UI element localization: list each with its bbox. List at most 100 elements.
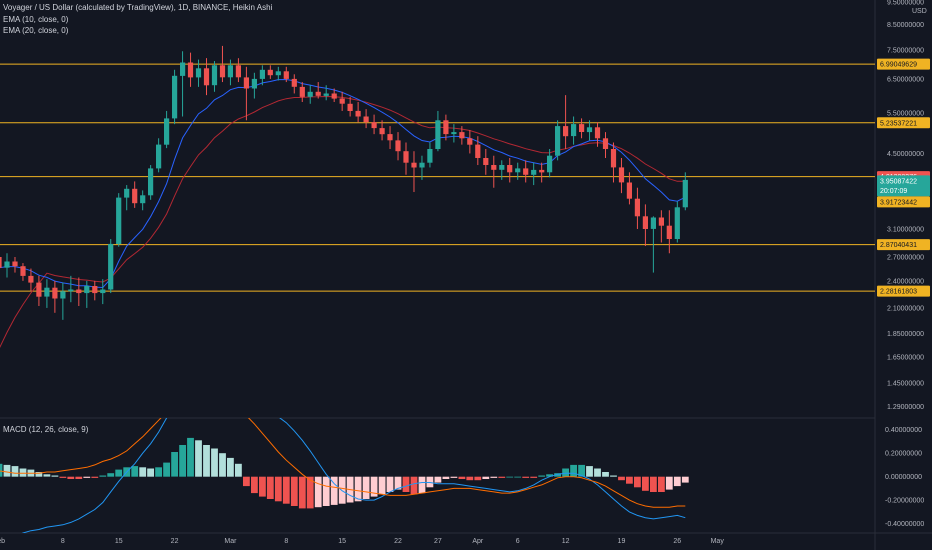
price-tick-label: 7.50000000	[887, 47, 924, 54]
macd-legend: MACD (12, 26, close, 9)	[3, 425, 89, 434]
macd-histogram-bar	[354, 476, 362, 502]
macd-histogram-bar	[626, 476, 633, 484]
macd-histogram-bar	[610, 475, 617, 477]
macd-histogram-bar	[203, 445, 210, 477]
candle-body	[68, 289, 74, 292]
candle-body	[499, 165, 505, 170]
macd-histogram-bar	[314, 476, 322, 508]
candle-body	[610, 149, 617, 168]
macd-lines	[0, 418, 686, 533]
macd-histogram-bar	[570, 464, 577, 477]
candle-body	[291, 78, 297, 87]
candle-body	[219, 65, 226, 78]
macd-histogram-bar	[602, 472, 609, 477]
macd-histogram-bar	[466, 476, 474, 481]
time-tick-label: 8	[284, 538, 288, 545]
signal-line	[0, 418, 686, 508]
candle-body	[124, 188, 130, 198]
macd-tick-label: -0.40000000	[885, 521, 924, 528]
candle-body	[140, 195, 146, 204]
macd-histogram-bar	[434, 476, 442, 483]
candle-body	[148, 168, 154, 196]
candle-body	[164, 118, 170, 145]
candle-body	[20, 266, 26, 276]
candle-body	[674, 207, 680, 239]
candle-body	[539, 169, 545, 173]
macd-histogram-bar	[67, 476, 75, 479]
macd-histogram-bar	[19, 468, 27, 477]
candle-body	[92, 286, 98, 294]
macd-histogram-bar	[59, 476, 67, 478]
macd-histogram-bar	[362, 476, 370, 499]
candle-body	[379, 128, 385, 135]
macd-histogram-bar	[163, 462, 170, 477]
price-tick-label: 2.10000000	[887, 305, 924, 312]
candle-body	[116, 197, 122, 244]
macd-histogram-bar	[562, 468, 569, 477]
macd-histogram-bar	[227, 457, 234, 477]
candle-body	[203, 68, 210, 86]
macd-histogram-bar	[243, 476, 250, 487]
macd-histogram-bar	[410, 476, 418, 495]
time-tick-label: 22	[171, 538, 179, 545]
candle-body	[235, 65, 241, 78]
macd-histogram-bar	[642, 476, 649, 491]
macd-histogram-bar	[665, 476, 673, 490]
candle-body	[475, 144, 481, 158]
candle-body	[491, 165, 497, 170]
macd-histogram-bar	[370, 476, 378, 497]
price-tick-label: 9.50000000	[887, 0, 924, 7]
candle-body	[563, 126, 569, 137]
macd-line	[21, 418, 686, 533]
candle-body	[682, 179, 688, 208]
candle-body	[100, 289, 106, 294]
candle-body	[586, 127, 593, 133]
macd-histogram-bar	[3, 464, 11, 477]
macd-histogram-bar	[594, 468, 601, 477]
macd-histogram-bar	[530, 476, 538, 478]
candle-body	[419, 162, 425, 168]
time-tick-label: Mar	[224, 538, 237, 545]
macd-histogram-bar	[266, 476, 274, 499]
macd-histogram-bar	[322, 476, 330, 506]
macd-tick-label: 0.00000000	[885, 474, 922, 481]
level-value-label-bg	[877, 58, 930, 70]
macd-histogram-bar	[658, 476, 665, 492]
candle-body	[323, 93, 329, 96]
candle-body	[307, 91, 313, 97]
level-value-label-bg	[877, 196, 930, 208]
macd-histogram-bar	[554, 473, 561, 477]
time-tick-label: 8	[61, 538, 65, 545]
ema10-legend: EMA (10, close, 0)	[3, 15, 69, 24]
candle-body	[523, 168, 529, 175]
candle-body	[355, 110, 361, 117]
candle-body	[251, 78, 257, 89]
candle-body	[459, 132, 465, 139]
candle-body	[642, 216, 648, 229]
macd-histogram-bar	[43, 474, 51, 477]
macd-histogram-bar	[402, 476, 410, 492]
candle-body	[331, 93, 337, 99]
time-tick-label: 26	[673, 538, 681, 545]
candle-body	[483, 158, 489, 165]
chart-title: Voyager / US Dollar (calculated by Tradi…	[3, 3, 273, 12]
macd-histogram-bar	[681, 476, 689, 483]
candle-body	[594, 127, 601, 139]
price-tick-label: 3.10000000	[887, 226, 924, 233]
macd-histogram-bar	[107, 473, 115, 477]
candle-body	[44, 287, 50, 297]
macd-histogram-bar	[211, 448, 218, 477]
price-tick-label: 8.50000000	[887, 22, 924, 29]
macd-histogram-bar	[458, 476, 466, 479]
price-tick-label: 6.50000000	[887, 76, 924, 83]
candle-body	[507, 165, 513, 173]
macd-histogram-bar	[386, 476, 394, 492]
candle-body	[547, 155, 553, 173]
candle-body	[52, 287, 58, 299]
candle-body	[411, 162, 417, 168]
candle-body	[363, 116, 369, 123]
macd-histogram-bar	[538, 475, 546, 477]
candle-body	[60, 291, 66, 299]
macd-histogram-bar	[259, 476, 266, 497]
